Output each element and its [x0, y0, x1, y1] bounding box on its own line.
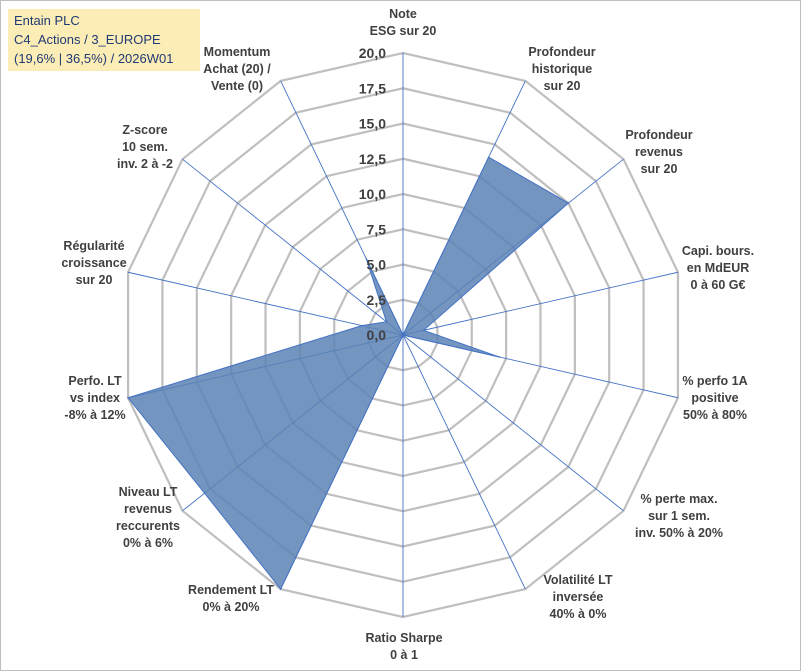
tick-label: 20,0: [359, 45, 386, 61]
axis-label: sur 20: [76, 273, 113, 287]
axis-label: Capi. bours.: [682, 244, 754, 258]
portfolio-category: C4_Actions / 3_EUROPE: [14, 32, 161, 47]
tick-label: 10,0: [359, 186, 386, 202]
data-point: [385, 321, 388, 323]
axis-label: 0 à 60 G€: [691, 278, 746, 292]
axis-label: inv. 50% à 20%: [635, 526, 723, 540]
axis-label: vs index: [70, 391, 120, 405]
data-point: [127, 396, 129, 399]
data-point: [487, 156, 490, 158]
axis-label: Z-score: [122, 123, 167, 137]
axis-label: Niveau LT: [119, 485, 178, 499]
axis-spoke: [402, 271, 679, 336]
axis-label: reccurents: [116, 519, 180, 533]
axis-label: 0% à 20%: [203, 600, 260, 614]
axis-label: Note: [389, 7, 417, 21]
axis-label: croissance: [61, 256, 126, 270]
tick-label: 7,5: [367, 221, 387, 237]
axis-label: Vente (0): [211, 79, 263, 93]
tick-label: 15,0: [359, 116, 386, 132]
axis-label: 10 sem.: [122, 140, 168, 154]
axis-label: Rendement LT: [188, 583, 274, 597]
axis-label: en MdEUR: [687, 261, 750, 275]
axis-label: inversée: [553, 590, 604, 604]
data-point: [567, 202, 570, 204]
axis-label: % perfo 1A: [682, 374, 747, 388]
axis-label: sur 20: [544, 79, 581, 93]
axis-label: % perte max.: [640, 492, 717, 506]
tick-label: 2,5: [367, 292, 387, 308]
axis-spoke: [402, 334, 624, 512]
axis-label: sur 20: [641, 162, 678, 176]
data-point: [203, 492, 206, 495]
axis-label: Volatilité LT: [544, 573, 613, 587]
axis-label: inv. 2 à -2: [117, 157, 173, 171]
data-point: [360, 324, 363, 327]
data-point: [422, 329, 425, 332]
axis-label: Régularité: [63, 239, 124, 253]
data-point: [279, 588, 282, 590]
axis-label: 0 à 1: [390, 648, 418, 662]
tick-label: 17,5: [359, 80, 386, 96]
axis-spoke: [182, 158, 404, 336]
chart-header-box: Entain PLC C4_Actions / 3_EUROPE (19,6% …: [8, 9, 200, 71]
axis-label: positive: [691, 391, 738, 405]
axis-spoke: [402, 334, 526, 590]
axis-label: 40% à 0%: [550, 607, 607, 621]
data-point: [498, 356, 501, 358]
performance-period: (19,6% | 36,5%) / 2026W01: [14, 51, 174, 66]
axis-label: Profondeur: [528, 45, 595, 59]
axis-label: Profondeur: [625, 128, 692, 142]
axis-spoke: [127, 271, 404, 336]
data-point: [365, 257, 368, 260]
axis-label: revenus: [124, 502, 172, 516]
axis-label: sur 1 sem.: [648, 509, 710, 523]
axis-label: 50% à 80%: [683, 408, 747, 422]
axis-label: revenus: [635, 145, 683, 159]
axis-label: Ratio Sharpe: [365, 631, 442, 645]
axis-label: ESG sur 20: [370, 24, 437, 38]
company-name: Entain PLC: [14, 13, 80, 28]
tick-label: 5,0: [367, 257, 387, 273]
tick-label: 12,5: [359, 151, 386, 167]
axis-label: 0% à 6%: [123, 536, 173, 550]
axis-label: historique: [532, 62, 592, 76]
axis-label: Perfo. LT: [68, 374, 122, 388]
axis-label: Momentum: [204, 45, 271, 59]
axis-label: Achat (20) /: [203, 62, 271, 76]
tick-label: 0,0: [367, 327, 387, 343]
axis-label: -8% à 12%: [64, 408, 125, 422]
data-point: [402, 334, 404, 336]
